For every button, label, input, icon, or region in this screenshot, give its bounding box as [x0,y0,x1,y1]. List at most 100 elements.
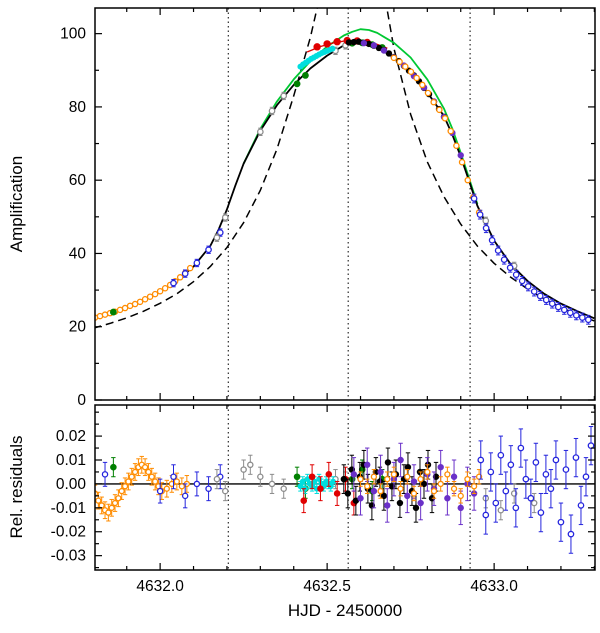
y-tick-label: 0.00 [56,476,87,493]
data-point [384,502,391,509]
data-point [300,497,308,504]
data-point [560,306,568,314]
data-point [572,312,580,319]
data-point [536,292,544,300]
data-point [193,480,201,488]
data-point [280,485,287,492]
data-point [293,473,301,481]
series-black-decline [345,38,448,121]
axis-ticks [95,405,595,570]
curve-single-lens-dashed-model [95,8,595,329]
data-point [412,504,420,512]
series-orange-decline [390,54,483,216]
data-point [457,492,464,500]
data-point [370,473,378,480]
data-point [313,43,321,51]
data-point [357,495,364,502]
y-tick-label: 40 [69,245,87,262]
data-point [497,506,505,514]
data-point [477,456,485,464]
data-point [396,58,403,66]
data-point [128,473,135,480]
data-point [470,483,478,490]
data-point [444,471,451,478]
y-tick-label: 80 [69,99,87,116]
data-point [333,490,341,497]
data-point [470,195,478,202]
y-tick-label: 0 [77,392,86,409]
data-point [170,279,177,287]
series-res-black [340,447,440,523]
data-point [502,487,510,495]
data-point [385,50,393,57]
light-curve-panel: 0 20 40 60 80 100 [60,7,596,409]
data-point [404,463,412,471]
data-point [110,463,117,471]
data-point [457,504,464,512]
data-point [98,502,105,509]
data-point [548,300,556,307]
data-point [293,80,301,88]
data-point [410,478,418,485]
data-point [377,468,384,476]
data-point [572,454,580,461]
data-point [413,74,420,82]
data-point [170,473,177,480]
y-tick-label: 0.02 [56,428,86,445]
time-axis-label: HJD - 2450000 [287,601,403,620]
data-point [257,473,264,480]
axis-ticks [95,8,595,401]
data-point [457,152,464,159]
tick-labels: 0.02 0.01 0.00 -0.01 -0.02 -0.03 4632.0 4632.5 4… [51,428,519,595]
data-point [163,485,170,492]
data-point [404,492,411,500]
data-point [141,464,149,471]
data-point [360,39,368,47]
data-point [424,89,432,97]
data-point [148,473,155,480]
data-point [582,473,590,481]
data-point [377,487,384,495]
data-point [344,490,352,497]
data-point [145,468,152,476]
y-tick-label: -0.01 [51,500,86,517]
series-cyan-peak [297,45,336,70]
data-point [567,530,575,538]
data-point [156,487,164,495]
data-point [447,127,454,135]
data-point [437,480,444,488]
data-point [507,461,515,469]
x-tick-label: 4633.0 [470,578,518,595]
data-point [364,461,371,468]
data-point [95,497,102,504]
data-point [370,42,378,49]
data-point [557,518,565,526]
data-point [537,509,545,516]
data-point [256,128,264,136]
data-point [464,176,471,184]
data-point [430,98,437,106]
data-point [407,68,415,75]
data-point [186,264,194,272]
data-point [131,468,139,476]
data-point [333,38,341,46]
data-point [554,303,562,311]
data-point [464,475,471,483]
data-point [436,106,443,114]
data-point [213,475,221,483]
data-point [390,471,398,478]
data-point [494,247,502,254]
series-res-orange-right [357,464,483,504]
data-point [552,456,560,464]
data-point [141,296,149,303]
data-point [417,499,424,507]
data-point [173,478,180,485]
data-point [364,483,371,490]
data-point [396,499,404,507]
y-tick-label: -0.03 [51,548,86,565]
data-point [444,495,451,502]
series-blue-rising [170,228,224,288]
data-point [397,485,404,492]
